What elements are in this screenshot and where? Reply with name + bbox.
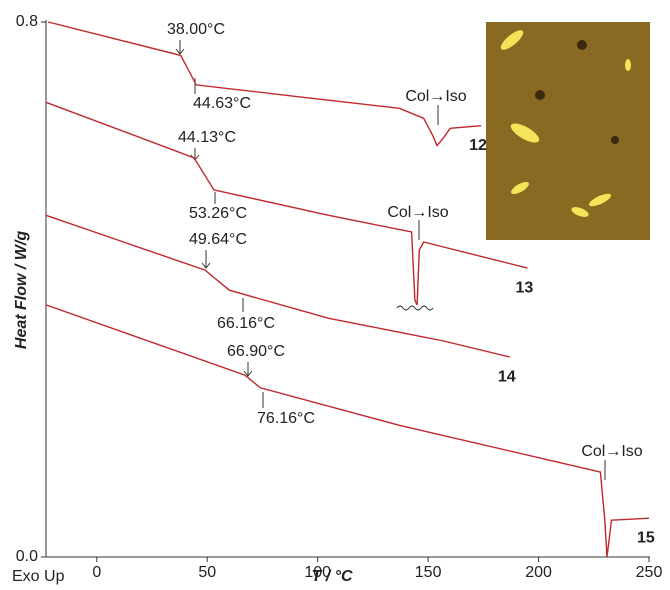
annotation: 44.63°C: [193, 95, 251, 112]
annotation: Col→Iso: [581, 443, 642, 460]
annotation: 66.90°C: [227, 343, 285, 360]
break-mark: [397, 306, 433, 310]
annotation: 44.13°C: [178, 129, 236, 146]
y-axis-label: Heat Flow / W/g: [13, 231, 30, 349]
curve: [46, 215, 510, 357]
annotation: Col→Iso: [405, 88, 466, 105]
x-tick-label: 50: [198, 564, 216, 581]
curve: [46, 102, 528, 305]
annotation: 53.26°C: [189, 205, 247, 222]
chart: Heat Flow / W/g T / °C Exo Up 38.00°C 44…: [0, 0, 670, 585]
curve-label: 14: [498, 368, 516, 385]
annotation: 66.16°C: [217, 315, 275, 332]
x-tick-label: 200: [525, 564, 552, 581]
annotation: 49.64°C: [189, 231, 247, 248]
annotation: 38.00°C: [167, 21, 225, 38]
x-tick-label: 250: [636, 564, 663, 581]
annotation: 76.16°C: [257, 410, 315, 427]
x-tick-label: 150: [415, 564, 442, 581]
annotation: Col→Iso: [387, 204, 448, 221]
x-tick-label: 0: [92, 564, 101, 581]
curve: [46, 305, 649, 557]
y-tick-label: 0.8: [16, 13, 38, 30]
curve-label: 13: [516, 279, 534, 296]
exo-note: Exo Up: [12, 568, 65, 585]
curve-label: 15: [637, 529, 655, 546]
y-tick-label: 0.0: [16, 548, 38, 565]
inset-image: [486, 22, 650, 240]
curve-label: 12: [469, 137, 487, 154]
x-tick-label: 100: [304, 564, 331, 581]
